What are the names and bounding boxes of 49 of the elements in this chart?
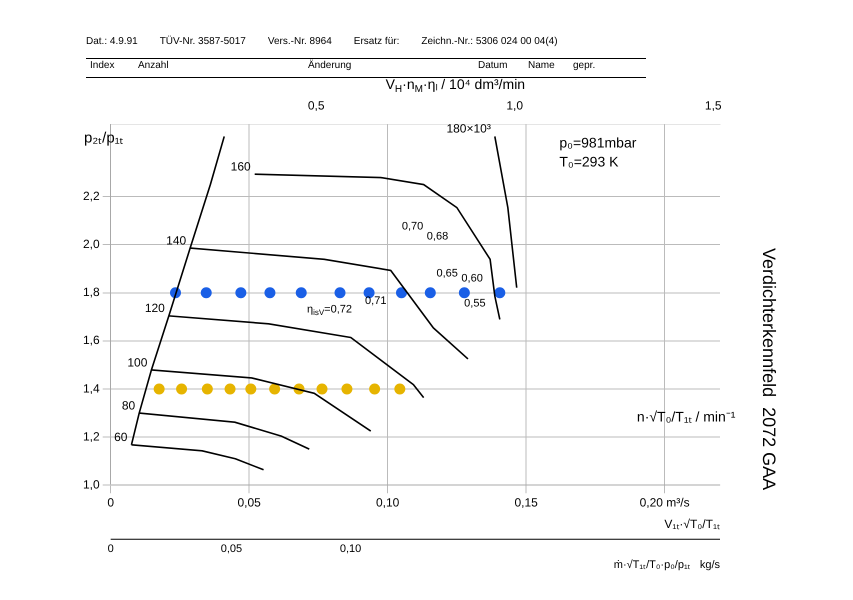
- annotation: 0,60: [461, 272, 483, 284]
- y-tick-label: 1,8: [82, 285, 100, 300]
- x2-tick-label: 0,5: [308, 98, 325, 113]
- text: TÜV-Nr. 3587-5017: [160, 36, 246, 47]
- annotation: T₀=293 K: [559, 154, 620, 170]
- annotation: 0,55: [464, 298, 486, 310]
- y-tick-label: 2,0: [82, 236, 100, 251]
- text: Dat.: 4.9.91: [86, 36, 138, 47]
- series-label: 100: [127, 355, 148, 370]
- series-label: 120: [144, 301, 166, 316]
- x-tick-label: 0,05: [237, 496, 262, 510]
- x-axis-title: V₁ₜ·√T₀/T₁ₜ: [664, 517, 720, 532]
- text: Name: [528, 60, 555, 71]
- x-tick-label: 0,15: [514, 496, 538, 510]
- text: ṁ·√T₁ₜ/T₀·p₀/p₁ₜ kg/s: [614, 559, 720, 572]
- text: 0,10: [340, 543, 362, 556]
- y-tick-label: 2,2: [82, 188, 100, 203]
- annotation: 0,68: [426, 230, 448, 242]
- text: Anzahl: [138, 60, 169, 71]
- annotation: 0,70: [402, 220, 424, 233]
- annotation: 0,71: [365, 295, 386, 308]
- text: Datum: [478, 60, 508, 71]
- annotation: p₀=981mbar: [559, 134, 637, 150]
- annotation: n·√T₀/T₁ₜ / min⁻¹: [636, 408, 736, 425]
- x-tick-label: 0: [107, 496, 114, 510]
- series-label: 180×10³: [446, 122, 491, 136]
- series-label: 160: [230, 160, 252, 174]
- x-tick-label: 0,20 m³/s: [640, 496, 690, 510]
- text: Ersatz für:: [354, 36, 400, 47]
- text: Zeichn.-Nr.: 5306 024 00 04(4): [421, 36, 558, 47]
- annotation: 0,65: [436, 268, 458, 280]
- x-tick-label: 0,10: [376, 496, 400, 510]
- text: gepr.: [573, 60, 596, 71]
- y-tick-label: 1,0: [82, 478, 100, 492]
- series-label: 80: [122, 398, 136, 412]
- y-tick-label: 1,2: [82, 429, 100, 444]
- y-axis-title: p₂ₜ/p₁ₜ: [84, 130, 124, 147]
- series-label: 60: [114, 430, 128, 444]
- text: Änderung: [308, 60, 352, 71]
- y-tick-label: 1,6: [82, 333, 100, 348]
- text: 0,05: [220, 543, 242, 556]
- text: Index: [90, 60, 114, 71]
- text: Verdichterkennfeld 2072 GAA: [758, 248, 779, 490]
- y-tick-label: 1,4: [82, 381, 100, 396]
- series-label: 140: [166, 233, 186, 248]
- text: Vers.-Nr. 8964: [268, 36, 332, 47]
- text: 0: [108, 543, 114, 556]
- x2-tick-label: 1,0: [506, 98, 524, 113]
- x2-tick-label: 1,5: [704, 98, 722, 113]
